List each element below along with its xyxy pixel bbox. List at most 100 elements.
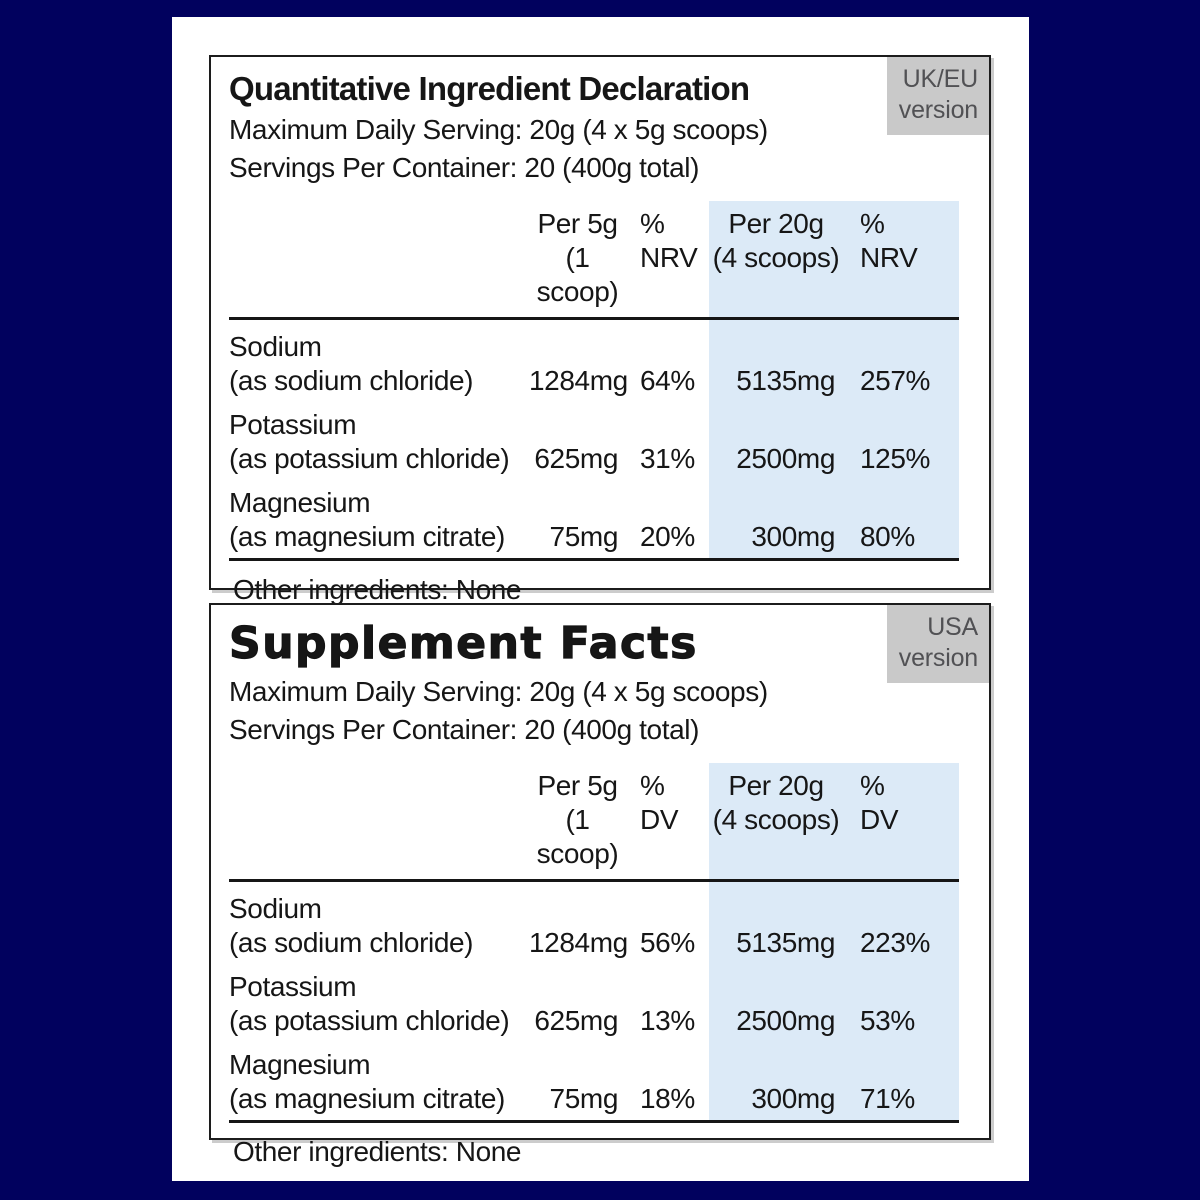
amount-per-20g: 2500mg — [736, 443, 835, 474]
nutrient-source: (as potassium chloride) — [229, 1005, 510, 1036]
header-pct-dv-2: % DV — [843, 769, 959, 879]
nutrient-name: Sodium — [229, 331, 322, 362]
usa-version-badge: USA version — [887, 605, 989, 683]
table-body: Sodium (as sodium chloride) 1284mg 56% 5… — [229, 882, 959, 1123]
other-ingredients: Other ingredients: None — [233, 1136, 522, 1167]
per-20g-highlight-band — [709, 763, 959, 1123]
nutrient-name: Magnesium — [229, 1049, 371, 1080]
pct-dv-20g: 71% — [860, 1083, 915, 1114]
pct-dv-5g: 18% — [640, 1083, 695, 1114]
pct-nrv-20g: 80% — [860, 521, 915, 552]
nutrient-values-line: (as magnesium citrate) 75mg 20% 300mg 80… — [229, 520, 959, 554]
servings-per-container: Servings Per Container: 20 (400g total) — [229, 714, 699, 745]
header-per-20g-line1: Per 20g — [728, 208, 824, 239]
pct-nrv-20g: 125% — [860, 443, 931, 474]
header-pct1-line2: DV — [640, 804, 679, 835]
amount-per-5g: 1284mg — [529, 365, 628, 396]
header-pct1-line1: % — [640, 208, 665, 239]
other-ingredients: Other ingredients: None — [233, 574, 522, 605]
header-per-20g: Per 20g (4 scoops) — [709, 207, 843, 317]
nutrient-source: (as magnesium citrate) — [229, 521, 505, 552]
nutrient-name: Potassium — [229, 409, 357, 440]
nutrient-source: (as sodium chloride) — [229, 927, 474, 958]
amount-per-5g: 75mg — [549, 521, 619, 552]
header-per-20g-line2: (4 scoops) — [712, 804, 840, 835]
max-daily-serving: Maximum Daily Serving: 20g (4 x 5g scoop… — [229, 676, 768, 707]
pct-dv-20g: 53% — [860, 1005, 915, 1036]
header-pct-nrv-2: % NRV — [843, 207, 959, 317]
pct-nrv-5g: 31% — [640, 443, 695, 474]
header-per-5g-line2: (1 scoop) — [536, 242, 619, 307]
amount-per-20g: 300mg — [751, 1083, 835, 1114]
panel-title: Quantitative Ingredient Declaration — [229, 70, 750, 107]
header-pct2-line1: % — [860, 770, 885, 801]
badge-version-text: version — [898, 644, 978, 672]
pct-nrv-5g: 20% — [640, 521, 695, 552]
table-header-row: Per 5g (1 scoop) % NRV Per 20g (4 scoops… — [229, 201, 959, 320]
per-20g-highlight-band — [709, 201, 959, 561]
ukeu-declaration-panel: UK/EU version Quantitative Ingredient De… — [209, 55, 991, 605]
nutrient-source: (as potassium chloride) — [229, 443, 510, 474]
table-row-magnesium: Magnesium (as magnesium citrate) 75mg 20… — [229, 476, 959, 554]
amount-per-5g: 1284mg — [529, 927, 628, 958]
nutrient-table: Per 5g (1 scoop) % NRV Per 20g (4 scoops… — [229, 201, 959, 561]
ukeu-version-badge: UK/EU version — [887, 57, 989, 135]
header-pct2-line2: NRV — [860, 242, 918, 273]
nutrient-source: (as magnesium citrate) — [229, 1083, 505, 1114]
badge-region-text: UK/EU — [902, 65, 979, 93]
amount-per-5g: 75mg — [549, 1083, 619, 1114]
pct-dv-20g: 223% — [860, 927, 931, 958]
label-card-inner: UK/EU version Quantitative Ingredient De… — [172, 17, 1029, 1167]
header-per-20g: Per 20g (4 scoops) — [709, 769, 843, 879]
amount-per-5g: 625mg — [534, 1005, 618, 1036]
header-spacer — [229, 769, 529, 879]
header-per-5g: Per 5g (1 scoop) — [529, 207, 626, 317]
header-pct-dv-1: % DV — [626, 769, 709, 879]
nutrient-source: (as sodium chloride) — [229, 365, 474, 396]
panel-title: Supplement Facts — [228, 617, 698, 669]
usa-supplement-facts-panel: USA version Supplement Facts Maximum Dai… — [209, 603, 991, 1167]
header-per-5g-line1: Per 5g — [537, 208, 618, 239]
table-row-potassium: Potassium (as potassium chloride) 625mg … — [229, 398, 959, 476]
header-per-20g-line2: (4 scoops) — [712, 242, 840, 273]
pct-nrv-5g: 64% — [640, 365, 695, 396]
nutrient-values-line: (as potassium chloride) 625mg 13% 2500mg… — [229, 1004, 959, 1038]
nutrient-name: Sodium — [229, 893, 322, 924]
amount-per-20g: 300mg — [751, 521, 835, 552]
nutrient-values-line: (as sodium chloride) 1284mg 64% 5135mg 2… — [229, 364, 959, 398]
header-pct1-line2: NRV — [640, 242, 698, 273]
nutrient-table: Per 5g (1 scoop) % DV Per 20g (4 scoops)… — [229, 763, 959, 1123]
header-per-5g-line2: (1 scoop) — [536, 804, 619, 869]
badge-region-text: USA — [927, 613, 978, 641]
table-body: Sodium (as sodium chloride) 1284mg 64% 5… — [229, 320, 959, 561]
pct-dv-5g: 13% — [640, 1005, 695, 1036]
pct-dv-5g: 56% — [640, 927, 695, 958]
amount-per-20g: 5135mg — [736, 365, 835, 396]
label-card: UK/EU version Quantitative Ingredient De… — [171, 17, 1029, 1181]
header-per-5g-line1: Per 5g — [537, 770, 618, 801]
badge-version-text: version — [898, 96, 978, 124]
header-pct2-line1: % — [860, 208, 885, 239]
servings-per-container: Servings Per Container: 20 (400g total) — [229, 152, 699, 183]
table-header-row: Per 5g (1 scoop) % DV Per 20g (4 scoops)… — [229, 763, 959, 882]
header-per-5g: Per 5g (1 scoop) — [529, 769, 626, 879]
nutrient-values-line: (as potassium chloride) 625mg 31% 2500mg… — [229, 442, 959, 476]
header-spacer — [229, 207, 529, 317]
amount-per-20g: 2500mg — [736, 1005, 835, 1036]
nutrient-name: Magnesium — [229, 487, 371, 518]
nutrient-values-line: (as magnesium citrate) 75mg 18% 300mg 71… — [229, 1082, 959, 1116]
table-row-sodium: Sodium (as sodium chloride) 1284mg 64% 5… — [229, 320, 959, 398]
nutrient-values-line: (as sodium chloride) 1284mg 56% 5135mg 2… — [229, 926, 959, 960]
header-per-20g-line1: Per 20g — [728, 770, 824, 801]
table-row-magnesium: Magnesium (as magnesium citrate) 75mg 18… — [229, 1038, 959, 1116]
header-pct1-line1: % — [640, 770, 665, 801]
header-pct2-line2: DV — [860, 804, 899, 835]
header-pct-nrv-1: % NRV — [626, 207, 709, 317]
table-row-potassium: Potassium (as potassium chloride) 625mg … — [229, 960, 959, 1038]
table-row-sodium: Sodium (as sodium chloride) 1284mg 56% 5… — [229, 882, 959, 960]
amount-per-5g: 625mg — [534, 443, 618, 474]
nutrient-name: Potassium — [229, 971, 357, 1002]
amount-per-20g: 5135mg — [736, 927, 835, 958]
max-daily-serving: Maximum Daily Serving: 20g (4 x 5g scoop… — [229, 114, 768, 145]
pct-nrv-20g: 257% — [860, 365, 931, 396]
